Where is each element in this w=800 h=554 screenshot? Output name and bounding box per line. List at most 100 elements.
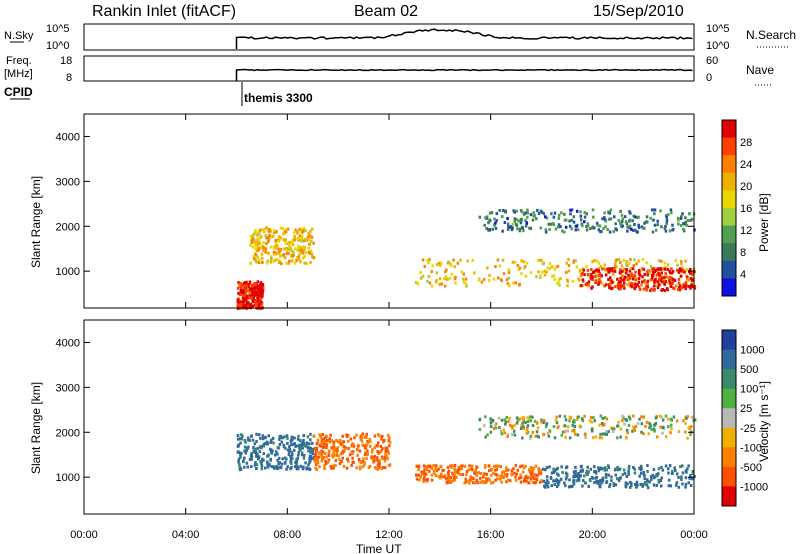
heatmap-cell <box>251 290 254 294</box>
heatmap-cell <box>438 282 441 286</box>
heatmap-cell <box>251 300 255 304</box>
heatmap-cell <box>342 445 346 448</box>
heatmap-cell <box>239 441 242 445</box>
heatmap-cell <box>335 438 338 442</box>
heatmap-cell <box>378 434 381 438</box>
heatmap-cell <box>267 236 271 240</box>
heatmap-cell <box>299 439 302 443</box>
heatmap-cell <box>601 267 604 271</box>
heatmap-cell <box>676 472 679 476</box>
heatmap-cell <box>654 268 657 272</box>
heatmap-cell <box>614 483 618 487</box>
heatmap-cell <box>586 222 590 226</box>
heatmap-cell <box>600 481 603 485</box>
heatmap-cell <box>430 270 433 274</box>
heatmap-cell <box>286 448 290 452</box>
heatmap-cell <box>241 434 244 438</box>
heatmap-cell <box>571 423 574 427</box>
heatmap-cell <box>572 418 576 422</box>
heatmap-cell <box>311 255 314 259</box>
heatmap-cell <box>247 445 250 449</box>
heatmap-cell <box>511 426 514 430</box>
heatmap-cell <box>594 470 597 473</box>
heatmap-cell <box>510 432 514 436</box>
heatmap-cell <box>611 269 615 273</box>
y-tick-label: 1000 <box>56 472 80 484</box>
heatmap-cell <box>573 474 577 478</box>
heatmap-cell <box>660 274 663 278</box>
colorbar-segment <box>722 486 736 507</box>
heatmap-cell <box>262 241 265 245</box>
heatmap-cell <box>379 444 383 448</box>
heatmap-cell <box>284 241 287 245</box>
heatmap-cell <box>590 276 594 280</box>
heatmap-cell <box>651 267 654 271</box>
heatmap-cell <box>615 228 618 232</box>
heatmap-cell <box>557 223 561 227</box>
heatmap-cell <box>295 462 298 466</box>
heatmap-cell <box>531 467 535 471</box>
heatmap-cell <box>619 282 622 286</box>
heatmap-cell <box>298 446 301 450</box>
heatmap-cell <box>303 261 306 265</box>
heatmap-cell <box>285 252 288 256</box>
heatmap-cell <box>581 271 584 275</box>
heatmap-cell <box>626 229 629 233</box>
heatmap-cell <box>506 222 510 226</box>
heatmap-cell <box>579 274 583 278</box>
heatmap-cell <box>267 434 270 438</box>
heatmap-cell <box>539 274 542 278</box>
colorbar-segment <box>722 349 736 370</box>
heatmap-cell <box>274 252 277 256</box>
heatmap-cell <box>534 434 537 438</box>
heatmap-cell <box>635 485 638 489</box>
heatmap-cell <box>641 484 644 488</box>
heatmap-cell <box>304 444 307 448</box>
heatmap-cell <box>585 212 588 216</box>
heatmap-cell <box>623 215 627 219</box>
heatmap-cell <box>300 239 303 243</box>
heatmap-cell <box>417 468 420 472</box>
heatmap-cell <box>252 257 256 261</box>
heatmap-cell <box>426 279 429 283</box>
heatmap-cell <box>548 227 551 231</box>
heatmap-cell <box>241 291 244 295</box>
heatmap-cell <box>619 285 623 289</box>
heatmap-cell <box>597 281 601 284</box>
heatmap-cell <box>256 237 259 241</box>
heatmap-cell <box>255 432 258 436</box>
heatmap-cell <box>312 241 315 245</box>
heatmap-cell <box>577 472 580 475</box>
heatmap-cell <box>297 244 300 248</box>
heatmap-cell <box>660 225 663 229</box>
heatmap-cell <box>508 423 512 427</box>
heatmap-cell <box>604 268 607 272</box>
heatmap-cell <box>304 228 307 232</box>
heatmap-cell <box>348 453 352 457</box>
heatmap-cell <box>617 280 621 284</box>
heatmap-cell <box>372 458 375 461</box>
heatmap-cell <box>529 213 533 217</box>
heatmap-cell <box>612 272 615 276</box>
heatmap-cell <box>516 419 520 423</box>
heatmap-cell <box>284 227 288 231</box>
heatmap-cell <box>416 282 420 286</box>
heatmap-cell <box>349 437 353 441</box>
heatmap-cell <box>614 285 617 288</box>
heatmap-cell <box>383 439 386 442</box>
heatmap-cell <box>309 432 312 436</box>
heatmap-cell <box>374 466 377 470</box>
heatmap-cell <box>593 419 597 423</box>
heatmap-cell <box>445 268 448 272</box>
heatmap-cell <box>489 425 493 429</box>
heatmap-cell <box>238 283 241 287</box>
colorbar-tick-label: -25 <box>740 423 756 435</box>
heatmap-cell <box>502 272 506 276</box>
heatmap-cell <box>521 226 524 230</box>
heatmap-cell <box>434 474 438 477</box>
heatmap-cell <box>492 471 495 475</box>
heatmap-cell <box>257 246 260 250</box>
heatmap-cell <box>632 428 636 432</box>
heatmap-cell <box>616 277 619 281</box>
heatmap-cell <box>255 303 258 307</box>
